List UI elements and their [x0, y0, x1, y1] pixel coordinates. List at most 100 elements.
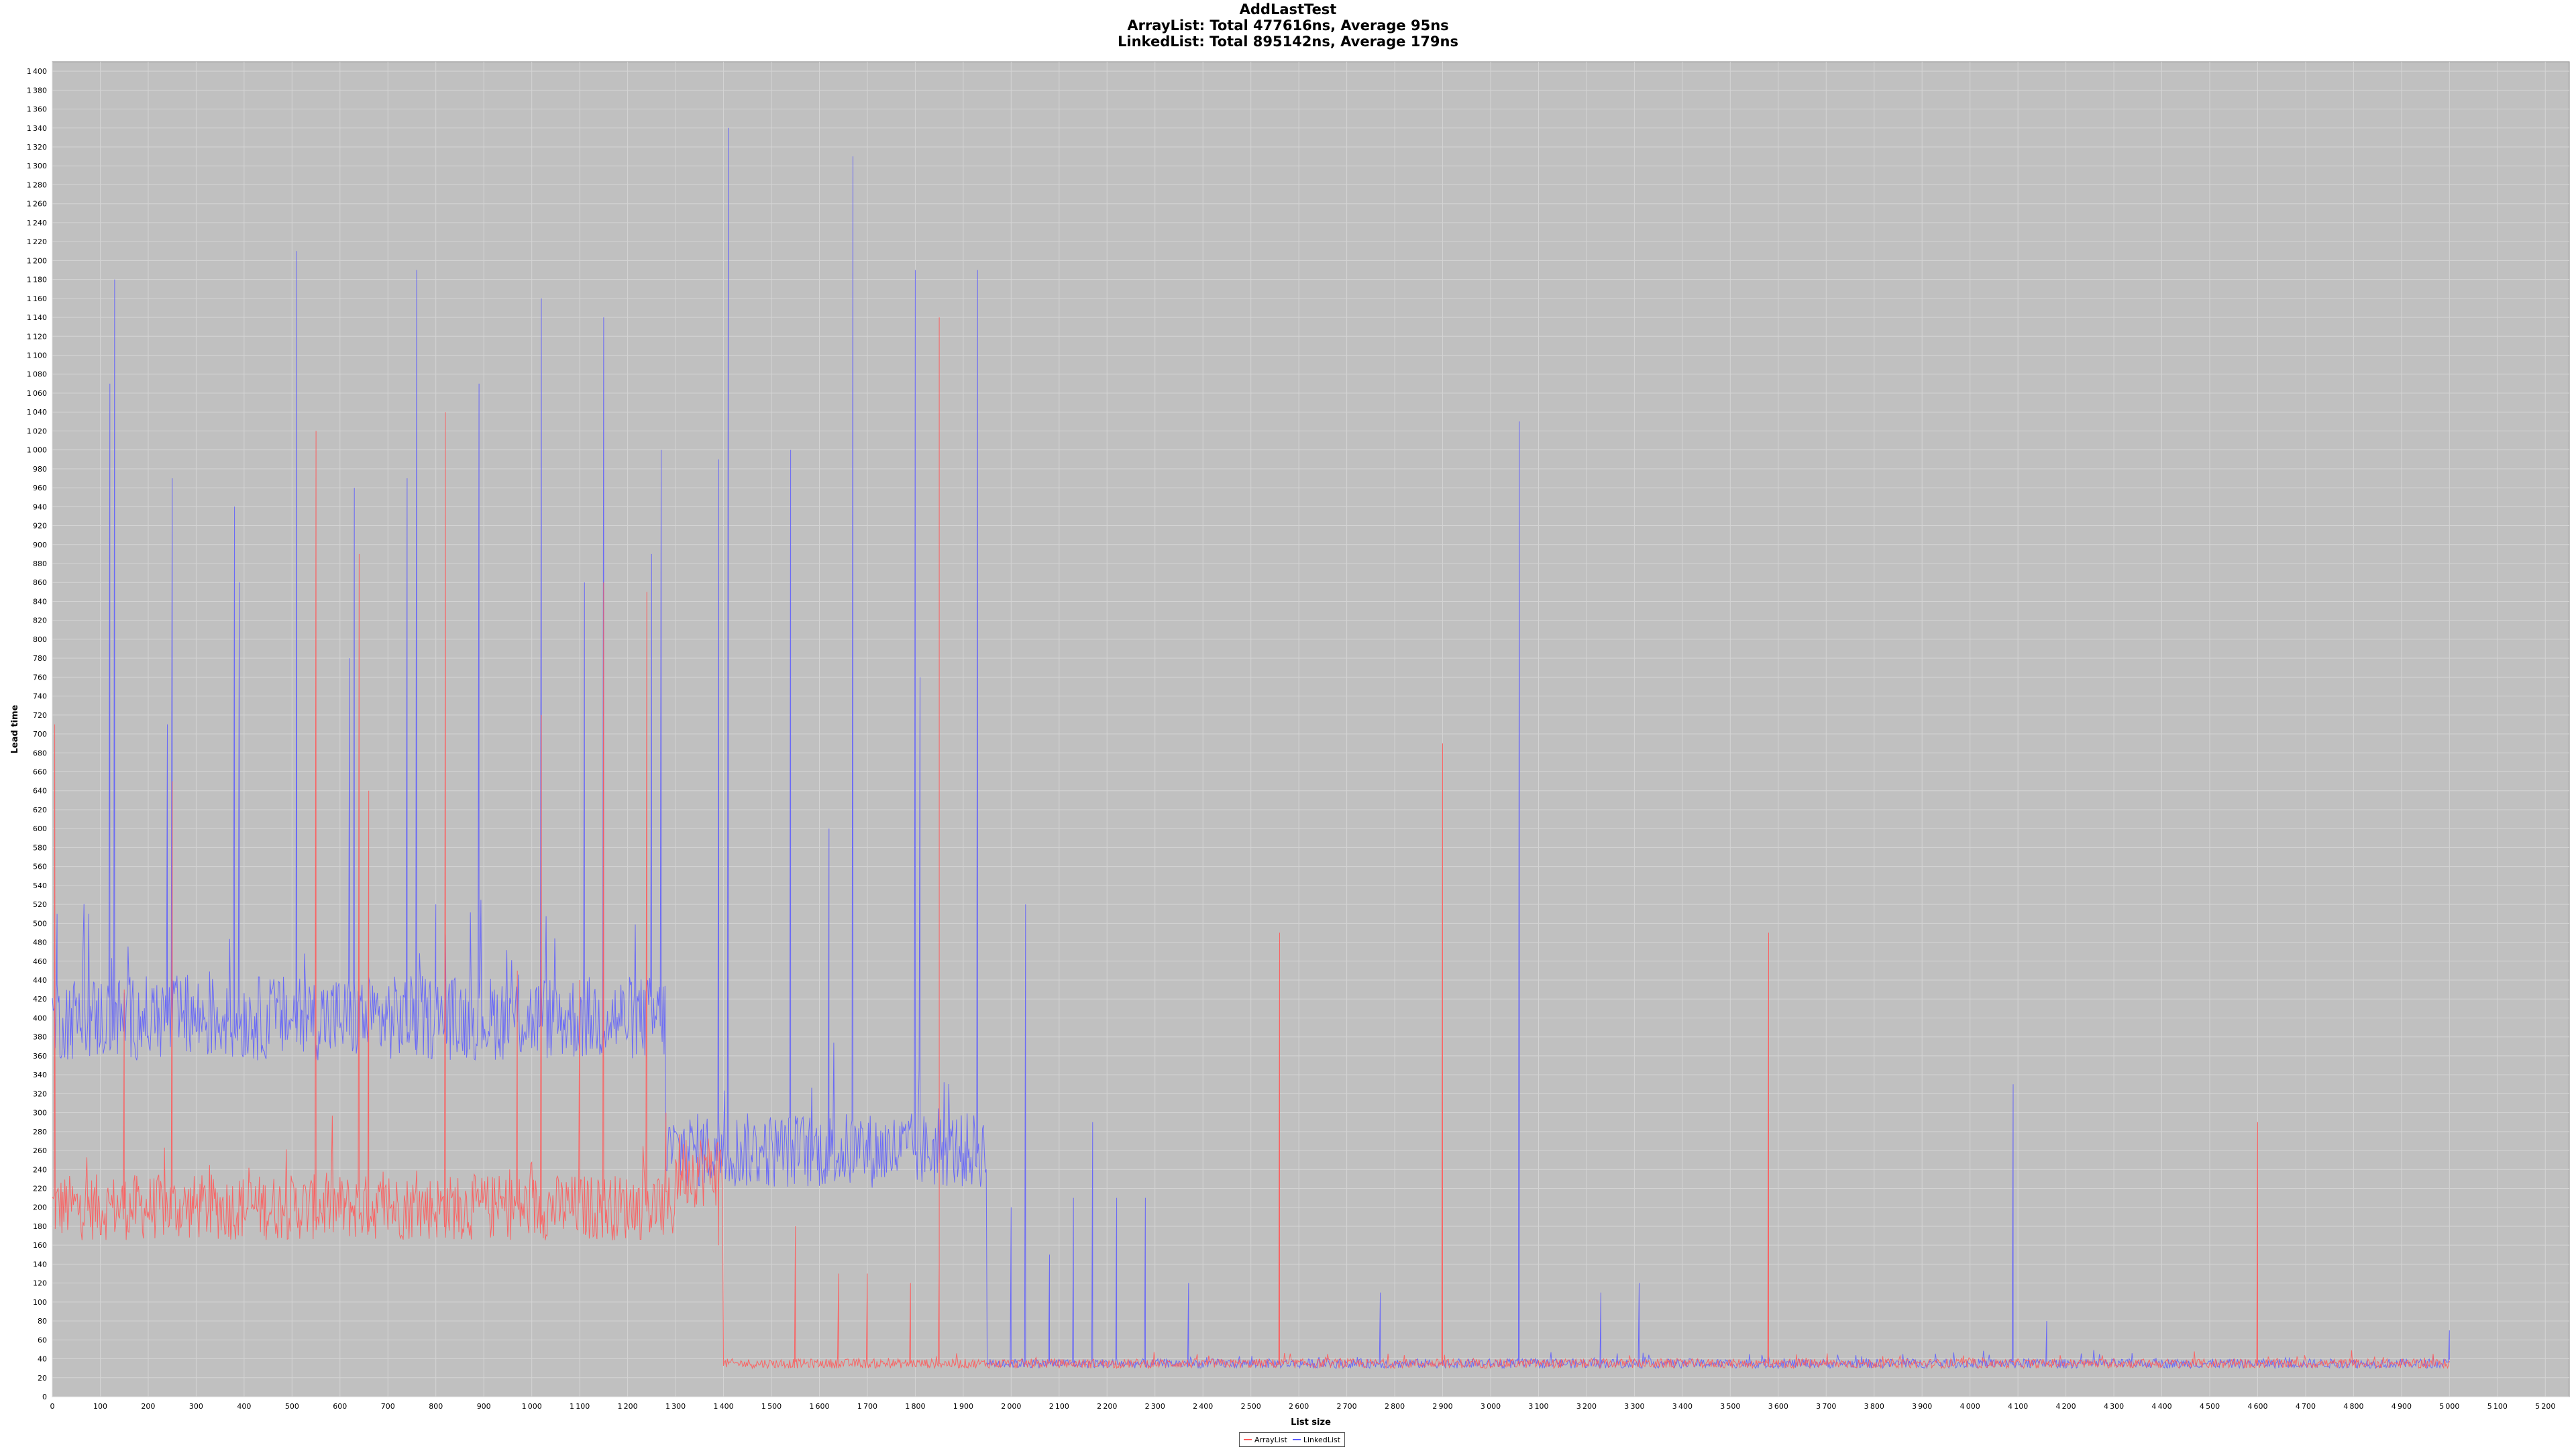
grid	[52, 62, 2569, 1397]
y-tick-label: 440	[33, 976, 47, 985]
x-tick-label: 1 600	[809, 1402, 829, 1411]
y-tick-label: 820	[33, 616, 47, 625]
y-tick-label: 40	[38, 1355, 47, 1364]
chart-title: AddLastTest	[1239, 1, 1337, 17]
y-tick-label: 1 240	[27, 219, 47, 227]
x-tick-label: 700	[381, 1402, 395, 1411]
x-tick-label: 4 500	[2200, 1402, 2220, 1411]
y-tick-label: 960	[33, 484, 47, 492]
y-tick-label: 600	[33, 824, 47, 833]
x-tick-label: 2 200	[1097, 1402, 1117, 1411]
x-tick-label: 2 600	[1289, 1402, 1309, 1411]
x-tick-label: 4 700	[2296, 1402, 2316, 1411]
y-tick-label: 280	[33, 1128, 47, 1136]
y-tick-label: 480	[33, 938, 47, 947]
x-tick-label: 2 800	[1385, 1402, 1405, 1411]
x-tick-label: 3 900	[1912, 1402, 1932, 1411]
y-tick-label: 260	[33, 1146, 47, 1155]
x-tick-label: 2 500	[1241, 1402, 1261, 1411]
y-tick-label: 1 320	[27, 143, 47, 152]
y-tick-label: 1 120	[27, 332, 47, 341]
x-tick-label: 3 600	[1768, 1402, 1788, 1411]
legend-label-linkedlist: LinkedList	[1303, 1435, 1340, 1444]
series-line-arraylist	[52, 317, 2450, 1370]
x-tick-label: 3 400	[1672, 1402, 1693, 1411]
legend-item-linkedlist: LinkedList	[1292, 1435, 1340, 1444]
y-tick-label: 1 100	[27, 352, 47, 360]
y-tick-label: 620	[33, 806, 47, 814]
x-axis-label: List size	[1291, 1417, 1331, 1428]
y-tick-label: 460	[33, 957, 47, 966]
x-tick-label: 1 400	[713, 1402, 733, 1411]
series-line-linkedlist	[52, 127, 2450, 1370]
y-tick-label: 980	[33, 465, 47, 474]
y-tick-label: 500	[33, 919, 47, 928]
x-tick-label: 100	[93, 1402, 107, 1411]
x-axis-ticks: 0 100 200 300 400 500 600 700 800 900 1 000 1 100 1 …	[50, 1402, 2556, 1411]
legend: ArrayList LinkedList	[1239, 1432, 1345, 1447]
y-tick-label: 660	[33, 768, 47, 777]
y-tick-label: 20	[38, 1374, 47, 1383]
y-tick-label: 840	[33, 597, 47, 606]
y-tick-label: 1 200	[27, 256, 47, 265]
y-tick-label: 1 080	[27, 370, 47, 379]
y-tick-label: 640	[33, 787, 47, 796]
x-tick-label: 4 900	[2392, 1402, 2412, 1411]
y-tick-label: 580	[33, 843, 47, 852]
x-tick-label: 3 300	[1624, 1402, 1644, 1411]
series-group	[52, 127, 2450, 1370]
legend-swatch-arraylist	[1244, 1439, 1252, 1440]
x-tick-label: 4 400	[2151, 1402, 2171, 1411]
y-tick-label: 1 380	[27, 86, 47, 95]
x-tick-label: 4 800	[2343, 1402, 2363, 1411]
y-tick-label: 1 180	[27, 276, 47, 284]
y-tick-label: 520	[33, 900, 47, 909]
x-tick-label: 4 100	[2008, 1402, 2028, 1411]
x-tick-label: 5 000	[2439, 1402, 2459, 1411]
x-tick-label: 3 500	[1720, 1402, 1740, 1411]
y-tick-label: 1 160	[27, 294, 47, 303]
x-tick-label: 1 800	[905, 1402, 925, 1411]
x-tick-label: 2 100	[1049, 1402, 1069, 1411]
y-tick-label: 880	[33, 559, 47, 568]
y-tick-label: 220	[33, 1185, 47, 1193]
x-tick-label: 4 200	[2055, 1402, 2076, 1411]
chart-subtitle-arraylist: ArrayList: Total 477616ns, Average 95ns	[1127, 17, 1449, 34]
y-tick-label: 1 040	[27, 408, 47, 417]
y-tick-label: 800	[33, 635, 47, 644]
x-tick-label: 3 200	[1576, 1402, 1597, 1411]
y-tick-label: 700	[33, 730, 47, 739]
x-tick-label: 2 400	[1193, 1402, 1213, 1411]
y-tick-label: 1 300	[27, 162, 47, 170]
y-tick-label: 740	[33, 692, 47, 701]
y-tick-label: 380	[33, 1033, 47, 1042]
y-tick-label: 340	[33, 1071, 47, 1079]
y-tick-label: 780	[33, 654, 47, 663]
plot-background	[52, 61, 2570, 1397]
x-tick-label: 2 900	[1432, 1402, 1452, 1411]
x-tick-label: 5 200	[2535, 1402, 2555, 1411]
x-tick-label: 1 900	[953, 1402, 973, 1411]
legend-swatch-linkedlist	[1292, 1439, 1301, 1440]
chart-titles: AddLastTest ArrayList: Total 477616ns, A…	[0, 1, 2576, 50]
y-tick-label: 1 360	[27, 105, 47, 114]
y-tick-label: 560	[33, 863, 47, 871]
y-tick-label: 1 280	[27, 180, 47, 189]
x-tick-label: 0	[50, 1402, 55, 1411]
y-tick-label: 860	[33, 578, 47, 587]
y-tick-label: 400	[33, 1014, 47, 1022]
x-tick-label: 600	[333, 1402, 347, 1411]
x-tick-label: 2 000	[1001, 1402, 1021, 1411]
y-tick-label: 920	[33, 522, 47, 531]
y-tick-label: 60	[38, 1336, 47, 1344]
legend-label-arraylist: ArrayList	[1254, 1435, 1287, 1444]
y-tick-label: 0	[42, 1393, 47, 1401]
x-tick-label: 4 000	[1960, 1402, 1980, 1411]
x-tick-label: 4 300	[2104, 1402, 2124, 1411]
x-tick-label: 1 700	[857, 1402, 877, 1411]
x-tick-label: 3 000	[1481, 1402, 1501, 1411]
y-tick-label: 1 140	[27, 313, 47, 322]
x-tick-label: 1 000	[522, 1402, 542, 1411]
x-tick-label: 1 100	[570, 1402, 590, 1411]
